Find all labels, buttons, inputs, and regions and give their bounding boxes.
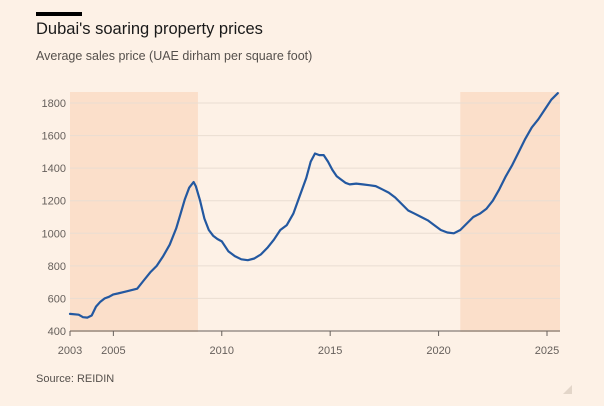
source-note: Source: REIDIN (36, 373, 115, 385)
shaded-period-2 (460, 92, 560, 332)
title-accent-bar (36, 12, 82, 16)
x-tick-label-2010: 2010 (210, 345, 234, 357)
gridlines (70, 102, 560, 299)
chart-title: Dubai's soaring property prices (36, 20, 263, 38)
x-tick-label-2025: 2025 (535, 345, 559, 357)
x-tick-label-2005: 2005 (101, 345, 125, 357)
resize-corner-icon (563, 385, 572, 394)
y-tick-label-1200: 1200 (42, 196, 66, 208)
shaded-periods (70, 92, 560, 332)
y-tick-label-600: 600 (48, 293, 66, 305)
y-tick-label-1600: 1600 (42, 131, 66, 143)
chart-subtitle: Average sales price (UAE dirham per squa… (36, 49, 313, 63)
series-line-1 (68, 92, 559, 319)
series-lines (68, 92, 559, 319)
x-tick-label-2003: 2003 (58, 345, 82, 357)
y-tick-label-1000: 1000 (42, 228, 66, 240)
x-tick-label-2015: 2015 (318, 345, 342, 357)
y-tick-label-1400: 1400 (42, 163, 66, 175)
shaded-period-1 (70, 92, 198, 332)
y-tick-label-400: 400 (48, 326, 66, 338)
y-tick-label-1800: 1800 (42, 98, 66, 110)
y-tick-label-800: 800 (48, 261, 66, 273)
x-tick-label-2020: 2020 (426, 345, 450, 357)
x-axis: 2003 2005 2010 2015 2020 2025 (58, 330, 560, 357)
y-axis-tick-labels: 400 600 800 1000 1200 1400 1600 1800 (42, 98, 66, 338)
